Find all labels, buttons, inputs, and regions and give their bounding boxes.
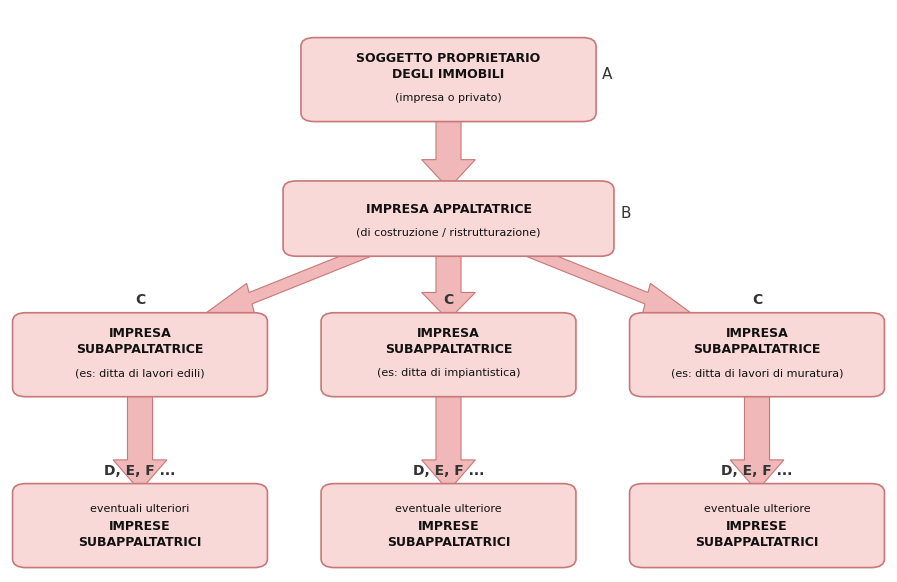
FancyBboxPatch shape: [13, 484, 267, 567]
Polygon shape: [422, 112, 475, 189]
Text: B: B: [620, 207, 631, 222]
Text: (di costruzione / ristrutturazione): (di costruzione / ristrutturazione): [356, 228, 541, 237]
Text: eventuale ulteriore: eventuale ulteriore: [396, 505, 501, 514]
Text: eventuali ulteriori: eventuali ulteriori: [91, 505, 189, 514]
Polygon shape: [518, 242, 701, 320]
Text: (es: ditta di impiantistica): (es: ditta di impiantistica): [377, 368, 520, 378]
Text: C: C: [752, 293, 762, 307]
Text: IMPRESA
SUBAPPALTATRICE: IMPRESA SUBAPPALTATRICE: [693, 328, 821, 356]
Polygon shape: [422, 388, 475, 491]
Text: IMPRESE
SUBAPPALTATRICI: IMPRESE SUBAPPALTATRICI: [78, 520, 202, 549]
Text: C: C: [443, 293, 454, 307]
FancyBboxPatch shape: [630, 484, 884, 567]
Polygon shape: [730, 388, 784, 491]
FancyBboxPatch shape: [321, 313, 576, 397]
Text: (es: ditta di lavori di muratura): (es: ditta di lavori di muratura): [671, 368, 843, 378]
Text: IMPRESA
SUBAPPALTATRICE: IMPRESA SUBAPPALTATRICE: [76, 328, 204, 356]
Text: SOGGETTO PROPRIETARIO
DEGLI IMMOBILI: SOGGETTO PROPRIETARIO DEGLI IMMOBILI: [356, 52, 541, 81]
Text: D, E, F ...: D, E, F ...: [104, 464, 176, 478]
Text: IMPRESA APPALTATRICE: IMPRESA APPALTATRICE: [365, 203, 532, 216]
Text: IMPRESE
SUBAPPALTATRICI: IMPRESE SUBAPPALTATRICI: [387, 520, 510, 549]
Polygon shape: [196, 242, 379, 320]
Polygon shape: [422, 247, 475, 320]
Text: D, E, F ...: D, E, F ...: [721, 464, 793, 478]
Text: (impresa o privato): (impresa o privato): [395, 93, 502, 103]
Text: A: A: [602, 68, 613, 83]
FancyBboxPatch shape: [301, 38, 596, 122]
FancyBboxPatch shape: [283, 181, 614, 256]
Text: (es: ditta di lavori edili): (es: ditta di lavori edili): [75, 368, 205, 378]
FancyBboxPatch shape: [13, 313, 267, 397]
Text: D, E, F ...: D, E, F ...: [413, 464, 484, 478]
Text: IMPRESA
SUBAPPALTATRICE: IMPRESA SUBAPPALTATRICE: [385, 328, 512, 356]
FancyBboxPatch shape: [321, 484, 576, 567]
Polygon shape: [113, 388, 167, 491]
Text: IMPRESE
SUBAPPALTATRICI: IMPRESE SUBAPPALTATRICI: [695, 520, 819, 549]
FancyBboxPatch shape: [630, 313, 884, 397]
Text: eventuale ulteriore: eventuale ulteriore: [703, 505, 810, 514]
Text: C: C: [135, 293, 145, 307]
